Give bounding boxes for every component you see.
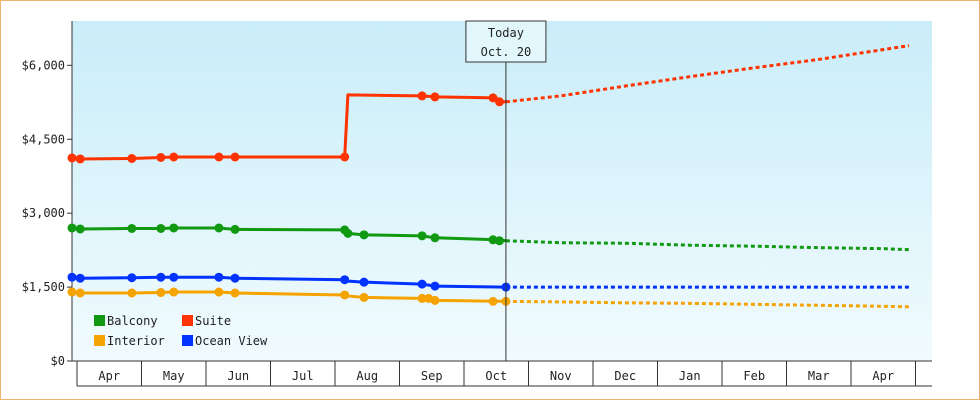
x-tick-label: Mar xyxy=(808,369,830,383)
x-tick-label: Apr xyxy=(98,369,120,383)
data-point xyxy=(430,281,440,291)
data-point xyxy=(230,288,240,298)
data-point xyxy=(127,288,137,298)
series-forecast-line xyxy=(505,44,910,104)
data-point xyxy=(169,223,179,233)
data-point xyxy=(156,272,166,282)
data-point xyxy=(169,272,179,282)
x-tick-label: Jun xyxy=(227,369,249,383)
today-callout-date: Oct. 20 xyxy=(481,45,532,59)
series-suite xyxy=(67,44,910,164)
data-point xyxy=(67,153,77,163)
data-point xyxy=(430,295,440,305)
x-tick-label: Aug xyxy=(356,369,378,383)
plot-background xyxy=(72,21,932,361)
x-tick-label: Sep xyxy=(421,369,443,383)
y-tick-label: $3,000 xyxy=(22,206,65,220)
x-tick-label: Dec xyxy=(614,369,636,383)
data-point xyxy=(430,92,440,102)
data-point xyxy=(230,152,240,162)
data-point xyxy=(494,97,504,107)
series-forecast-line xyxy=(505,299,910,309)
data-point xyxy=(417,91,427,101)
data-point xyxy=(75,154,85,164)
x-axis: Apr May Jun Jul Aug Sep Oct Nov Dec Jan Feb Mar Apr xyxy=(72,360,932,387)
y-tick-label: $1,500 xyxy=(22,280,65,294)
series-layer xyxy=(67,44,910,309)
data-point xyxy=(169,152,179,162)
data-point xyxy=(127,223,137,233)
x-tick-label: Apr xyxy=(872,369,894,383)
data-point xyxy=(359,277,369,287)
y-tick-label: $0 xyxy=(51,354,65,368)
data-point xyxy=(214,152,224,162)
data-point xyxy=(67,287,77,297)
legend-label: Ocean View xyxy=(195,334,268,348)
data-point xyxy=(67,223,77,233)
data-point xyxy=(127,273,137,283)
y-axis: $0 $1,500 $3,000 $4,500 $6,000 xyxy=(22,21,73,368)
data-point xyxy=(214,287,224,297)
data-point xyxy=(127,153,137,163)
series-history-line xyxy=(71,93,506,161)
legend-swatch xyxy=(94,335,105,346)
data-point xyxy=(340,290,350,300)
legend-swatch xyxy=(182,315,193,326)
data-point xyxy=(417,279,427,289)
y-tick-label: $6,000 xyxy=(22,58,65,72)
data-point xyxy=(359,292,369,302)
series-balcony xyxy=(67,223,910,252)
x-tick-label: Jan xyxy=(679,369,701,383)
y-tick-label: $4,500 xyxy=(22,132,65,146)
x-tick-label: Nov xyxy=(550,369,572,383)
data-point xyxy=(230,224,240,234)
data-point xyxy=(430,233,440,243)
data-point xyxy=(494,236,504,246)
data-point xyxy=(156,152,166,162)
data-point xyxy=(169,287,179,297)
data-point xyxy=(214,223,224,233)
data-point xyxy=(343,228,353,238)
x-tick-label: May xyxy=(163,369,185,383)
data-point xyxy=(488,296,498,306)
today-callout-label: Today xyxy=(488,26,524,40)
series-interior xyxy=(67,287,910,309)
legend-swatch xyxy=(182,335,193,346)
data-point xyxy=(340,275,350,285)
x-tick-label: Jul xyxy=(292,369,314,383)
series-ocean-view xyxy=(67,272,910,292)
x-tick-label: Feb xyxy=(743,369,765,383)
data-point xyxy=(156,223,166,233)
data-point xyxy=(230,273,240,283)
legend-label: Interior xyxy=(107,334,165,348)
data-point xyxy=(417,231,427,241)
data-point xyxy=(67,272,77,282)
data-point xyxy=(340,152,350,162)
data-point xyxy=(75,288,85,298)
legend-label: Balcony xyxy=(107,314,158,328)
data-point xyxy=(75,224,85,234)
data-point xyxy=(488,93,498,103)
series-forecast-line xyxy=(505,239,910,252)
legend-swatch xyxy=(94,315,105,326)
data-point xyxy=(359,230,369,240)
legend: Balcony Suite Interior Ocean View xyxy=(94,314,268,348)
today-callout-box xyxy=(465,20,547,63)
data-point xyxy=(156,288,166,298)
x-tick-label: Oct xyxy=(485,369,507,383)
data-point xyxy=(214,272,224,282)
data-point xyxy=(75,273,85,283)
data-point xyxy=(417,293,427,303)
legend-label: Suite xyxy=(195,314,231,328)
today-marker: Today Oct. 20 xyxy=(465,20,547,361)
